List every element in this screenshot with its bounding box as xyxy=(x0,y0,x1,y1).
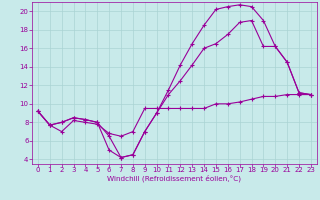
X-axis label: Windchill (Refroidissement éolien,°C): Windchill (Refroidissement éolien,°C) xyxy=(108,175,241,182)
